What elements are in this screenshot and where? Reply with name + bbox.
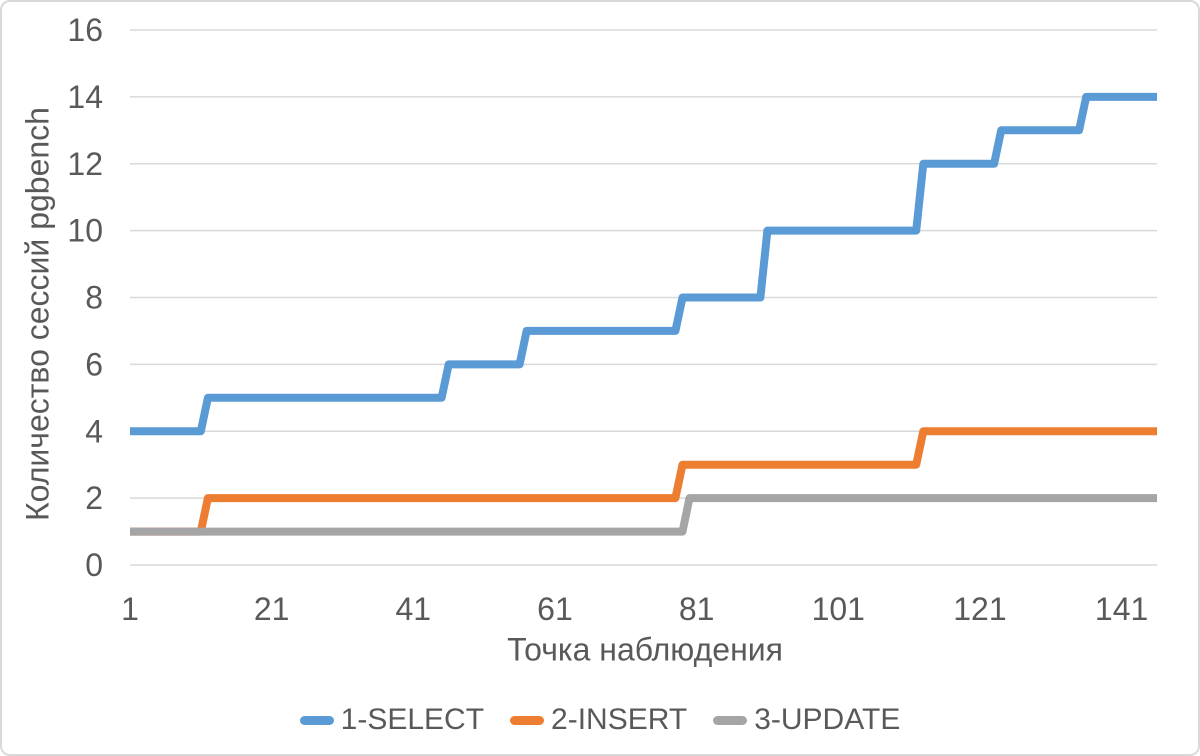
legend-label-3-update: 3-UPDATE <box>754 703 901 736</box>
x-axis-title: Точка наблюдения <box>507 631 783 668</box>
legend-item-1-select: 1-SELECT <box>299 703 485 737</box>
y-tick-label-8: 8 <box>85 280 103 316</box>
x-tick-label-81: 81 <box>679 591 715 627</box>
legend-item-2-insert: 2-INSERT <box>510 703 687 737</box>
x-tick-label-21: 21 <box>254 591 290 627</box>
legend-swatch-3-update <box>713 715 748 725</box>
y-tick-label-2: 2 <box>85 480 103 516</box>
legend-swatch-1-select <box>299 715 334 725</box>
series-line-2-insert <box>130 427 1157 536</box>
legend-label-2-insert: 2-INSERT <box>551 703 688 736</box>
x-tick-label-141: 141 <box>1095 591 1148 627</box>
y-tick-label-0: 0 <box>85 547 103 583</box>
x-tick-label-41: 41 <box>396 591 432 627</box>
y-tick-label-6: 6 <box>85 346 103 382</box>
x-tick-label-1: 1 <box>121 591 139 627</box>
legend-swatch-2-insert <box>510 715 545 725</box>
x-tick-label-101: 101 <box>812 591 865 627</box>
y-tick-label-10: 10 <box>67 213 103 249</box>
series-line-1-select <box>130 92 1157 436</box>
legend-label-1-select: 1-SELECT <box>340 703 485 736</box>
legend: 1-SELECT 2-INSERT 3-UPDATE <box>2 701 1198 739</box>
y-tick-label-16: 16 <box>67 12 103 48</box>
y-tick-label-4: 4 <box>85 413 103 449</box>
legend-item-3-update: 3-UPDATE <box>713 703 900 737</box>
y-tick-label-12: 12 <box>67 146 103 182</box>
x-tick-label-121: 121 <box>953 591 1006 627</box>
series-line-3-update <box>130 494 1157 536</box>
y-axis-title: Количество сессий pgbench <box>19 107 56 521</box>
x-tick-label-61: 61 <box>537 591 573 627</box>
y-tick-label-14: 14 <box>67 79 103 115</box>
